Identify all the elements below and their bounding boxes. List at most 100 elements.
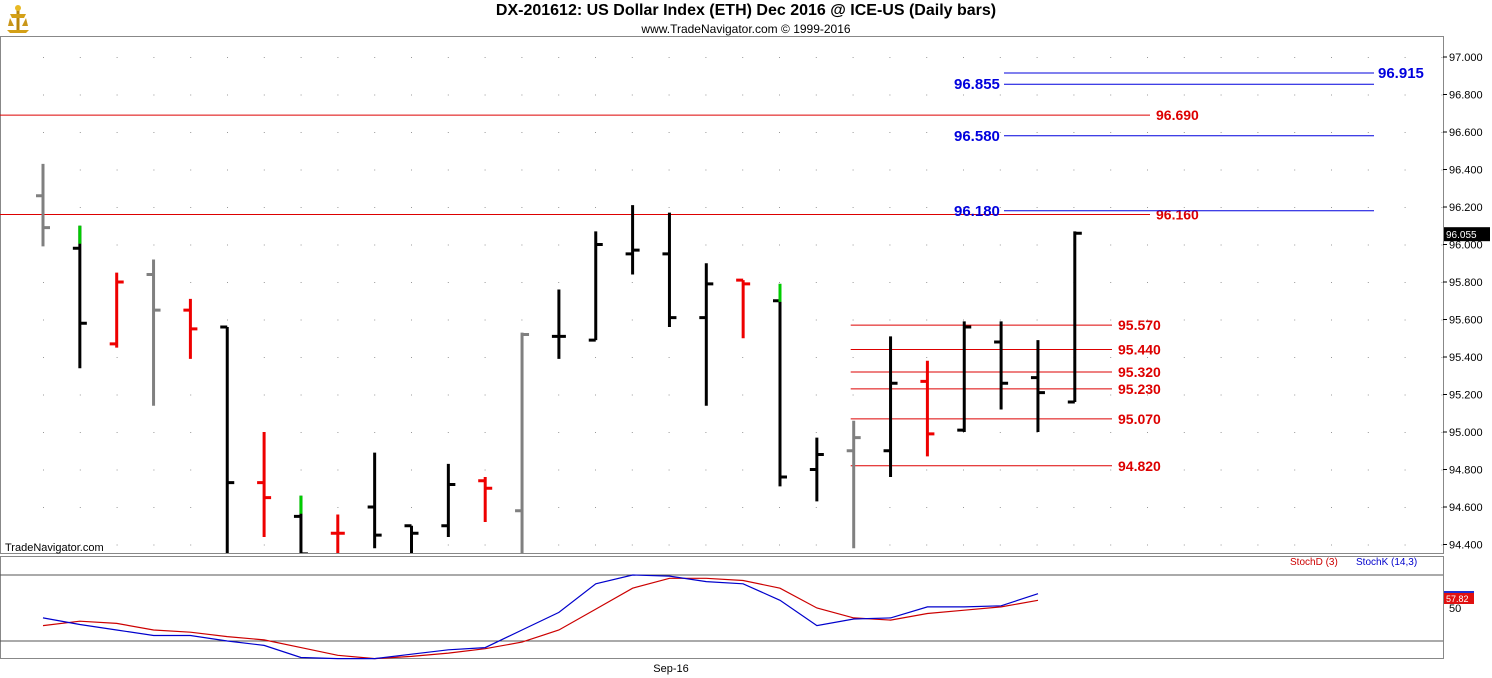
grid-dot [558, 507, 560, 508]
grid-dot [79, 432, 81, 433]
grid-dot [227, 132, 228, 133]
grid-dot [337, 319, 339, 321]
chart-title: DX-201612: US Dollar Index (ETH) Dec 201… [495, 2, 997, 19]
red-level-label: 96.160 [1156, 207, 1199, 223]
grid-dot [263, 244, 265, 246]
grid-dot [889, 244, 891, 246]
grid-dot [1220, 507, 1222, 508]
grid-dot [1220, 94, 1222, 96]
trade-navigator-logo-icon [7, 5, 29, 33]
grid-dot [1220, 282, 1222, 283]
grid-dot [1441, 57, 1443, 58]
grid-dot [815, 94, 817, 96]
y-tick-label: 94.600 [1449, 502, 1483, 514]
grid-dot [484, 132, 486, 133]
grid-dot [1441, 469, 1443, 471]
grid-dot [1183, 319, 1185, 321]
grid-dot [815, 432, 817, 433]
grid-dot [521, 57, 523, 58]
grid-dot [263, 357, 265, 358]
grid-dot [889, 507, 891, 508]
grid-dot [889, 544, 891, 546]
grid-dot [999, 282, 1001, 283]
grid-dot [926, 169, 928, 171]
grid-dot [742, 544, 744, 546]
grid-dot [411, 244, 412, 246]
grid-dot [411, 282, 412, 283]
grid-dot [1294, 207, 1296, 208]
ohlc-bar [515, 332, 530, 553]
grid-dot [411, 432, 412, 433]
grid-dot [1183, 132, 1185, 133]
grid-dot [153, 132, 155, 133]
grid-dot [595, 394, 596, 396]
grid-dot [1367, 57, 1369, 58]
grid-dot [558, 544, 560, 546]
grid-dot [337, 207, 339, 208]
grid-dot [1036, 282, 1038, 283]
y-tick-label: 94.800 [1449, 465, 1483, 477]
grid-dot [779, 244, 780, 246]
grid-dot [1331, 319, 1332, 321]
grid-dot [374, 132, 376, 133]
grid-dot [1294, 357, 1296, 358]
grid-dot [779, 169, 780, 171]
stoch-k-legend: StochK (14,3) [1356, 557, 1417, 568]
blue-level-label: 96.855 [954, 76, 1000, 93]
grid-dot [558, 57, 560, 58]
grid-dot [1183, 282, 1185, 283]
last-price-label: 96.055 [1446, 230, 1477, 241]
grid-dot [190, 507, 192, 508]
grid-dot [1036, 544, 1038, 546]
grid-dot [1036, 169, 1038, 171]
grid-dot [1294, 394, 1296, 396]
y-tick-label: 96.000 [1449, 240, 1483, 252]
grid-dot [963, 319, 964, 321]
grid-dot [668, 57, 670, 58]
grid-dot [1404, 132, 1406, 133]
grid-dot [963, 57, 964, 58]
grid-dot [43, 507, 44, 508]
grid-dot [263, 169, 265, 171]
grid-dot [705, 207, 707, 208]
grid-dot [815, 357, 817, 358]
grid-dot [153, 469, 155, 471]
y-tick-label: 96.200 [1449, 202, 1483, 214]
grid-dot [926, 94, 928, 96]
grid-dot [668, 544, 670, 546]
grid-dot [1294, 319, 1296, 321]
grid-dot [1147, 469, 1148, 471]
ohlc-bar [1067, 231, 1082, 404]
grid-dot [484, 244, 486, 246]
grid-dot [815, 319, 817, 321]
grid-dot [1147, 94, 1148, 96]
ohlc-bar [330, 514, 345, 553]
grid-dot [1294, 57, 1296, 58]
grid-dot [447, 169, 449, 171]
grid-dot [374, 394, 376, 396]
grid-dot [1441, 432, 1443, 433]
grid-dot [1036, 207, 1038, 208]
grid-dot [1294, 544, 1296, 546]
grid-dot [1036, 432, 1038, 433]
grid-dot [1331, 244, 1332, 246]
grid-dot [374, 432, 376, 433]
grid-dot [1404, 207, 1406, 208]
chart-frame [0, 36, 1444, 659]
grid-dot [1294, 282, 1296, 283]
grid-dot [705, 507, 707, 508]
grid-dot [1257, 57, 1259, 58]
grid-dot [558, 469, 560, 471]
grid-dot [705, 94, 707, 96]
price-panel-border [0, 36, 1444, 554]
grid-dot [521, 207, 523, 208]
grid-dot [79, 132, 81, 133]
grid-dot [374, 319, 376, 321]
y-tick-label: 97.000 [1449, 52, 1483, 64]
grid-dot [153, 432, 155, 433]
grid-dot [963, 94, 964, 96]
grid-dot [705, 469, 707, 471]
ohlc-bar [367, 452, 382, 549]
grid-dot [300, 469, 302, 471]
